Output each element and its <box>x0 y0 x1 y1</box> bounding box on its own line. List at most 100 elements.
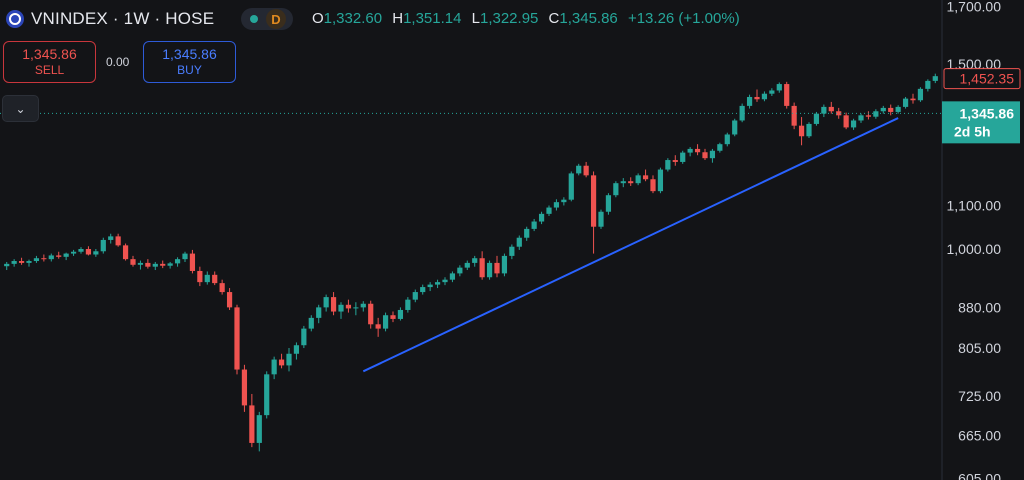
buy-price: 1,345.86 <box>162 46 217 62</box>
candle-body <box>479 258 485 278</box>
low-label: L <box>471 10 480 27</box>
current-price-label-box <box>942 101 1020 144</box>
candle-body <box>33 258 40 262</box>
buy-button[interactable]: 1,345.86 BUY <box>143 41 236 83</box>
candle-body <box>791 105 797 126</box>
candle-body <box>501 255 508 274</box>
candle-body <box>628 181 634 184</box>
high-value: 1,351.14 <box>403 10 462 27</box>
collapse-button[interactable]: ⌄ <box>2 95 39 122</box>
candle-body <box>78 248 84 252</box>
price-axis-tick: 805.00 <box>958 340 1001 356</box>
candles-layer <box>4 73 938 452</box>
candle-body <box>821 106 827 114</box>
candle-body <box>278 359 285 366</box>
current-price-label: 1,345.86 <box>960 105 1015 121</box>
sell-button[interactable]: 1,345.86 SELL <box>3 41 96 83</box>
candle-body <box>301 328 307 346</box>
candle-body <box>204 274 210 283</box>
candle-body <box>70 251 77 254</box>
candle-body <box>605 195 612 212</box>
candle-body <box>18 261 25 263</box>
candle-body <box>665 160 671 170</box>
candle-body <box>546 207 552 214</box>
candle-body <box>472 258 478 263</box>
candle-body <box>724 134 730 145</box>
candle-body <box>590 175 597 227</box>
spread-value: 0.00 <box>106 55 130 69</box>
candle-body <box>858 115 864 121</box>
interval-badge[interactable]: D <box>266 9 286 29</box>
candle-body <box>345 304 352 309</box>
market-status-pill[interactable]: D <box>241 8 293 30</box>
candle-body <box>323 297 329 308</box>
candle-body <box>41 258 47 260</box>
high-label: H <box>392 10 404 27</box>
candle-body <box>524 228 530 238</box>
candle-body <box>709 150 716 159</box>
candle-body <box>865 115 872 117</box>
candle-body <box>56 255 62 257</box>
candle-body <box>420 287 426 293</box>
candle-body <box>620 181 626 184</box>
price-axis-tick: 1,100.00 <box>947 197 1002 213</box>
candle-body <box>382 315 389 329</box>
candle-body <box>316 307 322 318</box>
candle-body <box>63 253 69 257</box>
candle-body <box>442 279 448 283</box>
candle-body <box>115 236 121 246</box>
candle-body <box>538 213 545 222</box>
sell-label: SELL <box>34 63 65 77</box>
candle-body <box>397 309 404 319</box>
candle-body <box>390 315 396 319</box>
candle-body <box>427 284 433 288</box>
price-axis[interactable]: 605.00 665.00 725.00 805.00 880.00 1,000.00 1,… <box>947 0 1002 480</box>
candle-body <box>739 105 745 121</box>
candle-body <box>100 239 106 252</box>
candle-body <box>160 263 166 266</box>
candle-body <box>650 179 656 192</box>
candle-body <box>264 374 270 416</box>
candle-body <box>516 237 522 247</box>
candle-body <box>48 255 54 260</box>
market-open-dot-icon <box>250 15 258 23</box>
close-value: 1,345.86 <box>559 10 618 27</box>
exchange-logo-icon <box>6 10 24 28</box>
candle-body <box>873 111 879 117</box>
candle-body <box>405 299 411 310</box>
candle-body <box>828 106 834 112</box>
candle-body <box>910 98 916 101</box>
candle-body <box>4 263 10 267</box>
candle-body <box>925 80 931 89</box>
last-price-label-box <box>943 68 1021 90</box>
candle-body <box>568 173 574 200</box>
candle-body <box>806 123 812 137</box>
trendline[interactable] <box>362 117 899 373</box>
candle-body <box>494 262 500 274</box>
candle-body <box>672 160 678 162</box>
candle-body <box>108 236 114 240</box>
candle-body <box>850 120 857 128</box>
symbol-title[interactable]: VNINDEX · 1W · HOSE <box>31 9 215 28</box>
candle-body <box>509 246 515 256</box>
candle-body <box>746 96 753 106</box>
candle-body <box>583 165 589 176</box>
candle-body <box>308 317 314 329</box>
bar-countdown-label: 2d 5h <box>954 123 991 139</box>
candle-body <box>189 253 196 271</box>
ohlc-values: O1,332.60 H1,351.14 L1,322.95 C1,345.86 … <box>312 10 740 27</box>
price-axis-tick: 1,700.00 <box>947 0 1002 15</box>
candle-body <box>353 307 359 309</box>
candle-body <box>434 282 441 285</box>
candle-body <box>836 111 842 116</box>
candle-body <box>880 107 886 112</box>
symbol-header[interactable]: VNINDEX · 1W · HOSE <box>6 8 214 30</box>
open-value: 1,332.60 <box>323 10 383 27</box>
candle-body <box>657 169 664 192</box>
candle-body <box>561 199 567 203</box>
candle-body <box>553 202 560 208</box>
change-value: +13.26 (+1.00%) <box>627 10 740 27</box>
candle-body <box>212 274 218 284</box>
candle-body <box>702 152 708 159</box>
